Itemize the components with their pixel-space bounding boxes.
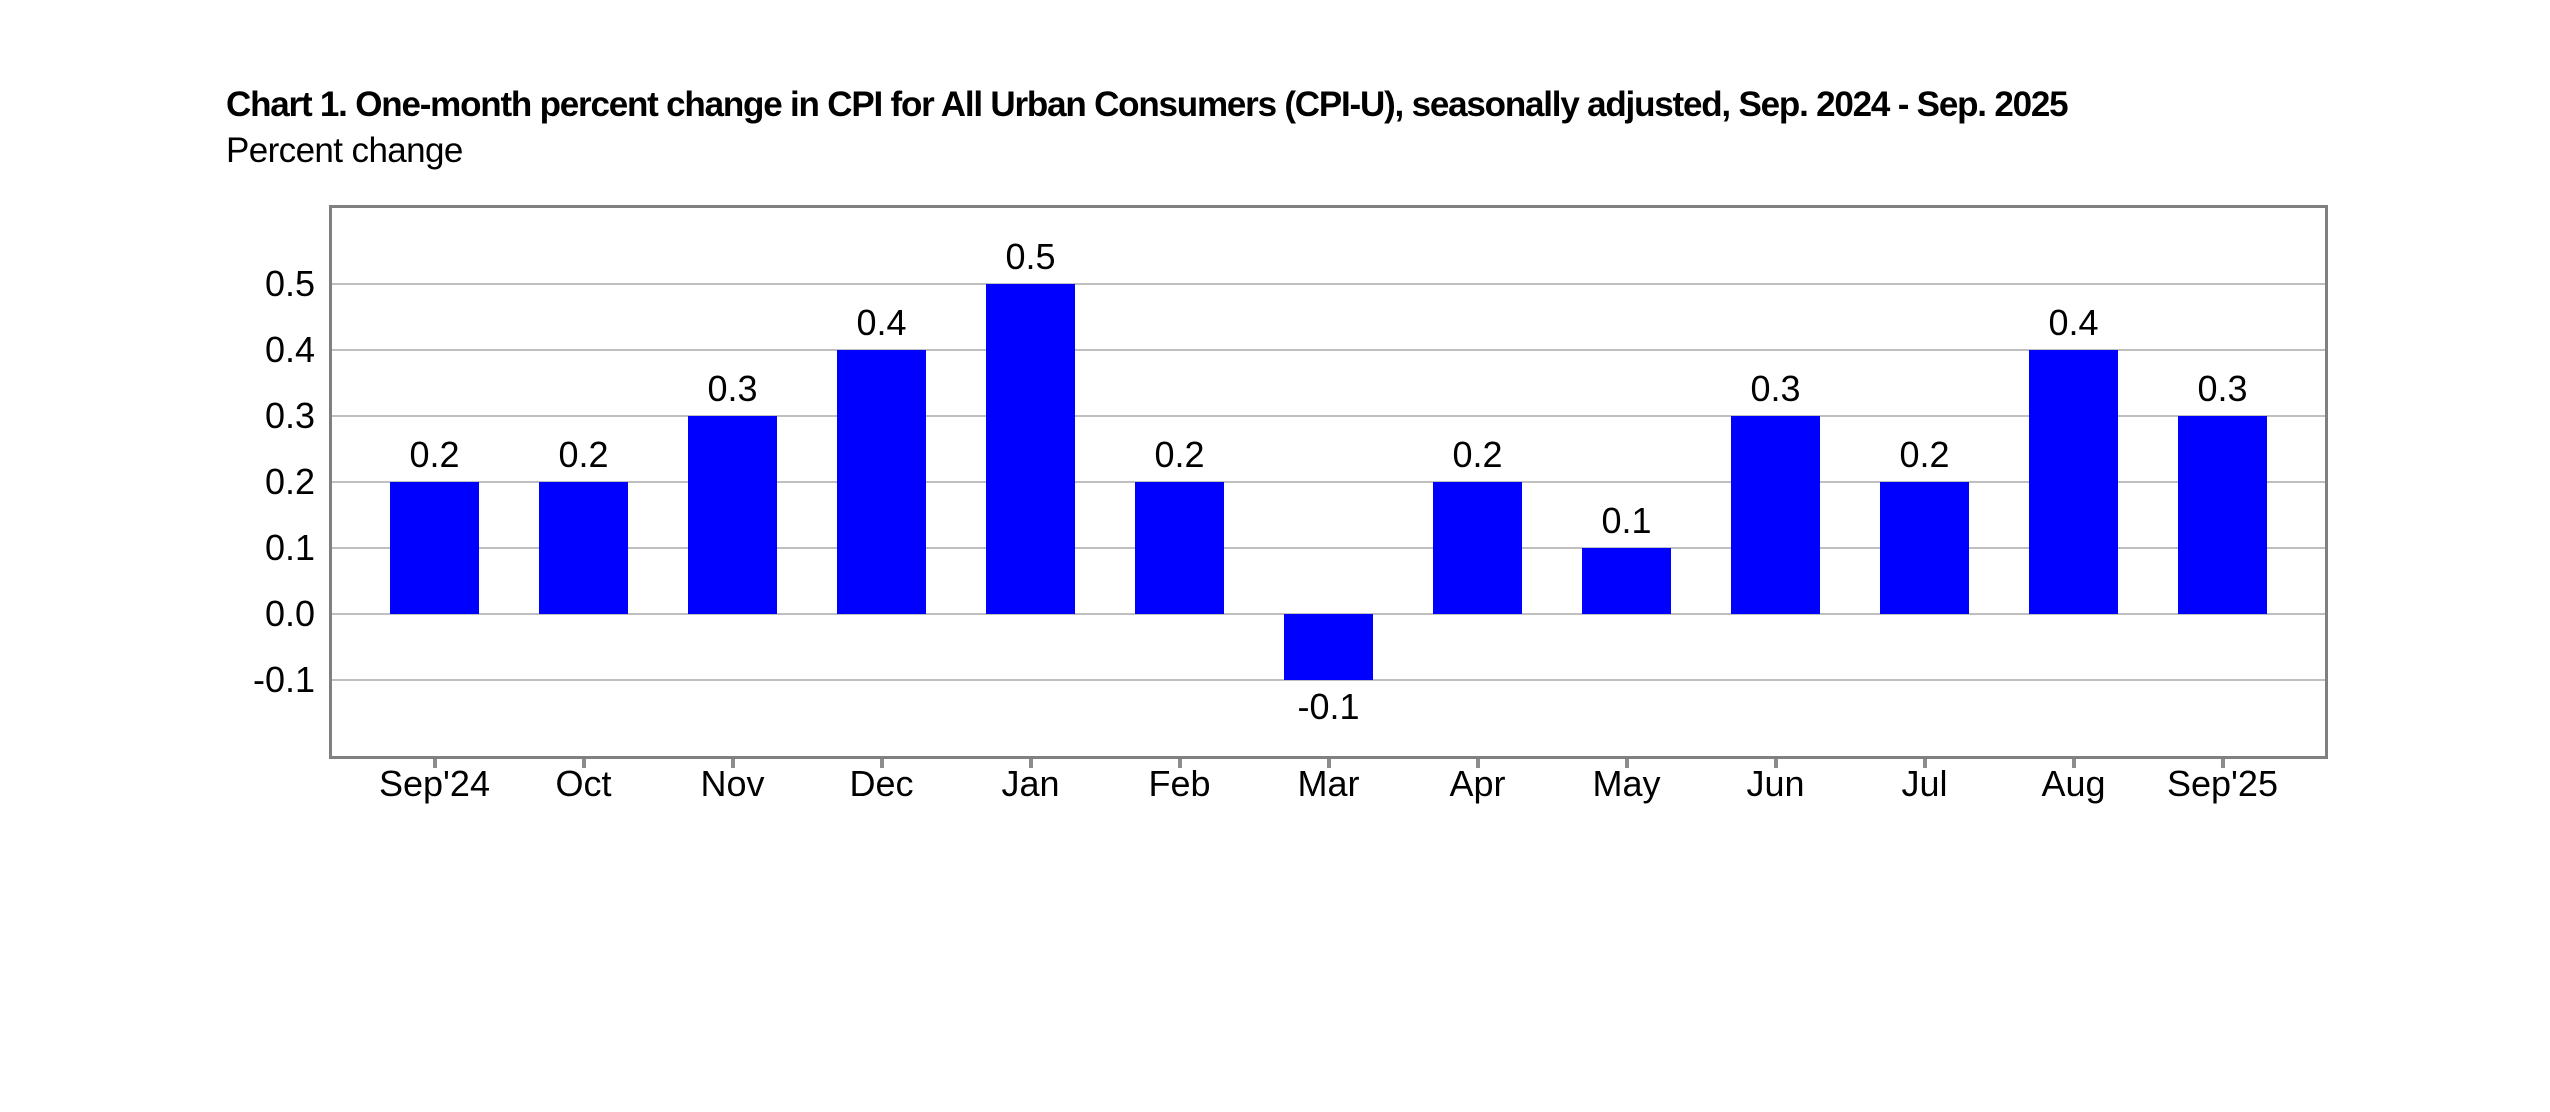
bar-value-label: 0.2 (1154, 434, 1205, 475)
bar (1284, 614, 1373, 681)
bar-value-label: 0.3 (2197, 367, 2248, 409)
gridline (332, 481, 2325, 483)
bar-value-label: 0.4 (856, 301, 907, 343)
y-axis-tick-label: 0.4 (264, 328, 315, 370)
x-axis-tick-mark (581, 759, 586, 768)
x-axis-tick-mark (1773, 759, 1778, 768)
x-axis-tick-mark (1177, 759, 1182, 768)
bar-value-label: 0.3 (707, 367, 758, 409)
bar-value-label: -0.1 (1297, 686, 1360, 728)
gridline (332, 282, 2325, 285)
x-axis-tick-label: Feb (1148, 763, 1211, 804)
bar (688, 415, 777, 615)
y-axis-tick-label: 0.3 (264, 394, 315, 436)
x-axis-tick-mark (2071, 759, 2076, 768)
x-axis-tick-mark (1922, 759, 1927, 768)
x-axis-tick-mark (432, 759, 437, 768)
bar (1731, 415, 1820, 615)
bar (1433, 482, 1522, 615)
plot-area: 0.2 0.2 0.3 0.4 0.5 0.2 -0.1 0.2 0.1 0.3 0.2 0.4 0.3 (329, 205, 2328, 759)
bar (1880, 482, 1969, 615)
bar (1135, 482, 1224, 615)
y-axis-tick-label: 0.0 (264, 593, 315, 635)
y-axis-units-label: Percent change (226, 131, 463, 170)
x-axis-tick-label: Apr (1449, 763, 1506, 804)
x-axis-tick-label: Jan (1001, 763, 1060, 804)
x-axis-tick-label: Mar (1297, 763, 1360, 804)
x-axis-tick-mark (1624, 759, 1629, 768)
bar-value-label: 0.2 (558, 434, 609, 475)
bar-value-label: 0.3 (1750, 367, 1801, 409)
bar (837, 349, 926, 615)
x-axis-tick-mark (1028, 759, 1033, 768)
x-axis-tick-label: May (1592, 763, 1661, 804)
bar (390, 482, 479, 615)
x-axis-tick-label: Aug (2041, 763, 2106, 804)
bar-value-label: 0.5 (1005, 235, 1056, 277)
x-axis-tick-label: Jun (1746, 763, 1805, 804)
bar-value-label: 0.2 (1899, 434, 1950, 475)
x-axis-tick-label: Dec (849, 763, 914, 804)
bar-value-label: 0.2 (1452, 434, 1503, 475)
bar (986, 283, 1075, 615)
bar-value-label: 0.2 (409, 434, 460, 475)
bar (2029, 349, 2118, 615)
gridline (332, 414, 2325, 417)
y-axis-tick-label: -0.1 (252, 659, 315, 701)
x-axis-tick-label: Nov (700, 763, 765, 804)
y-axis-tick-label: 0.1 (264, 527, 315, 569)
x-axis-tick-mark (730, 759, 735, 768)
bar (2178, 415, 2267, 615)
x-axis-tick-label: Oct (555, 763, 612, 804)
bar (539, 482, 628, 615)
y-axis-tick-label: 0.5 (264, 262, 315, 304)
x-axis-tick-mark (1326, 759, 1331, 768)
x-axis-tick-label: Sep'25 (2167, 763, 2278, 804)
bar (1582, 548, 1671, 615)
x-axis-tick-mark (1475, 759, 1480, 768)
gridline (332, 679, 2325, 682)
x-axis-tick-label: Sep'24 (379, 763, 490, 804)
bar-value-label: 0.1 (1601, 500, 1652, 542)
gridline (332, 348, 2325, 351)
x-axis-tick-label: Jul (1901, 763, 1948, 804)
x-axis-tick-mark (2220, 759, 2225, 768)
gridline (332, 547, 2325, 550)
x-axis-tick-mark (879, 759, 884, 768)
y-axis-tick-label: 0.2 (264, 461, 315, 502)
bar-value-label: 0.4 (2048, 301, 2099, 343)
chart-title: Chart 1. One-month percent change in CPI… (226, 85, 2069, 124)
